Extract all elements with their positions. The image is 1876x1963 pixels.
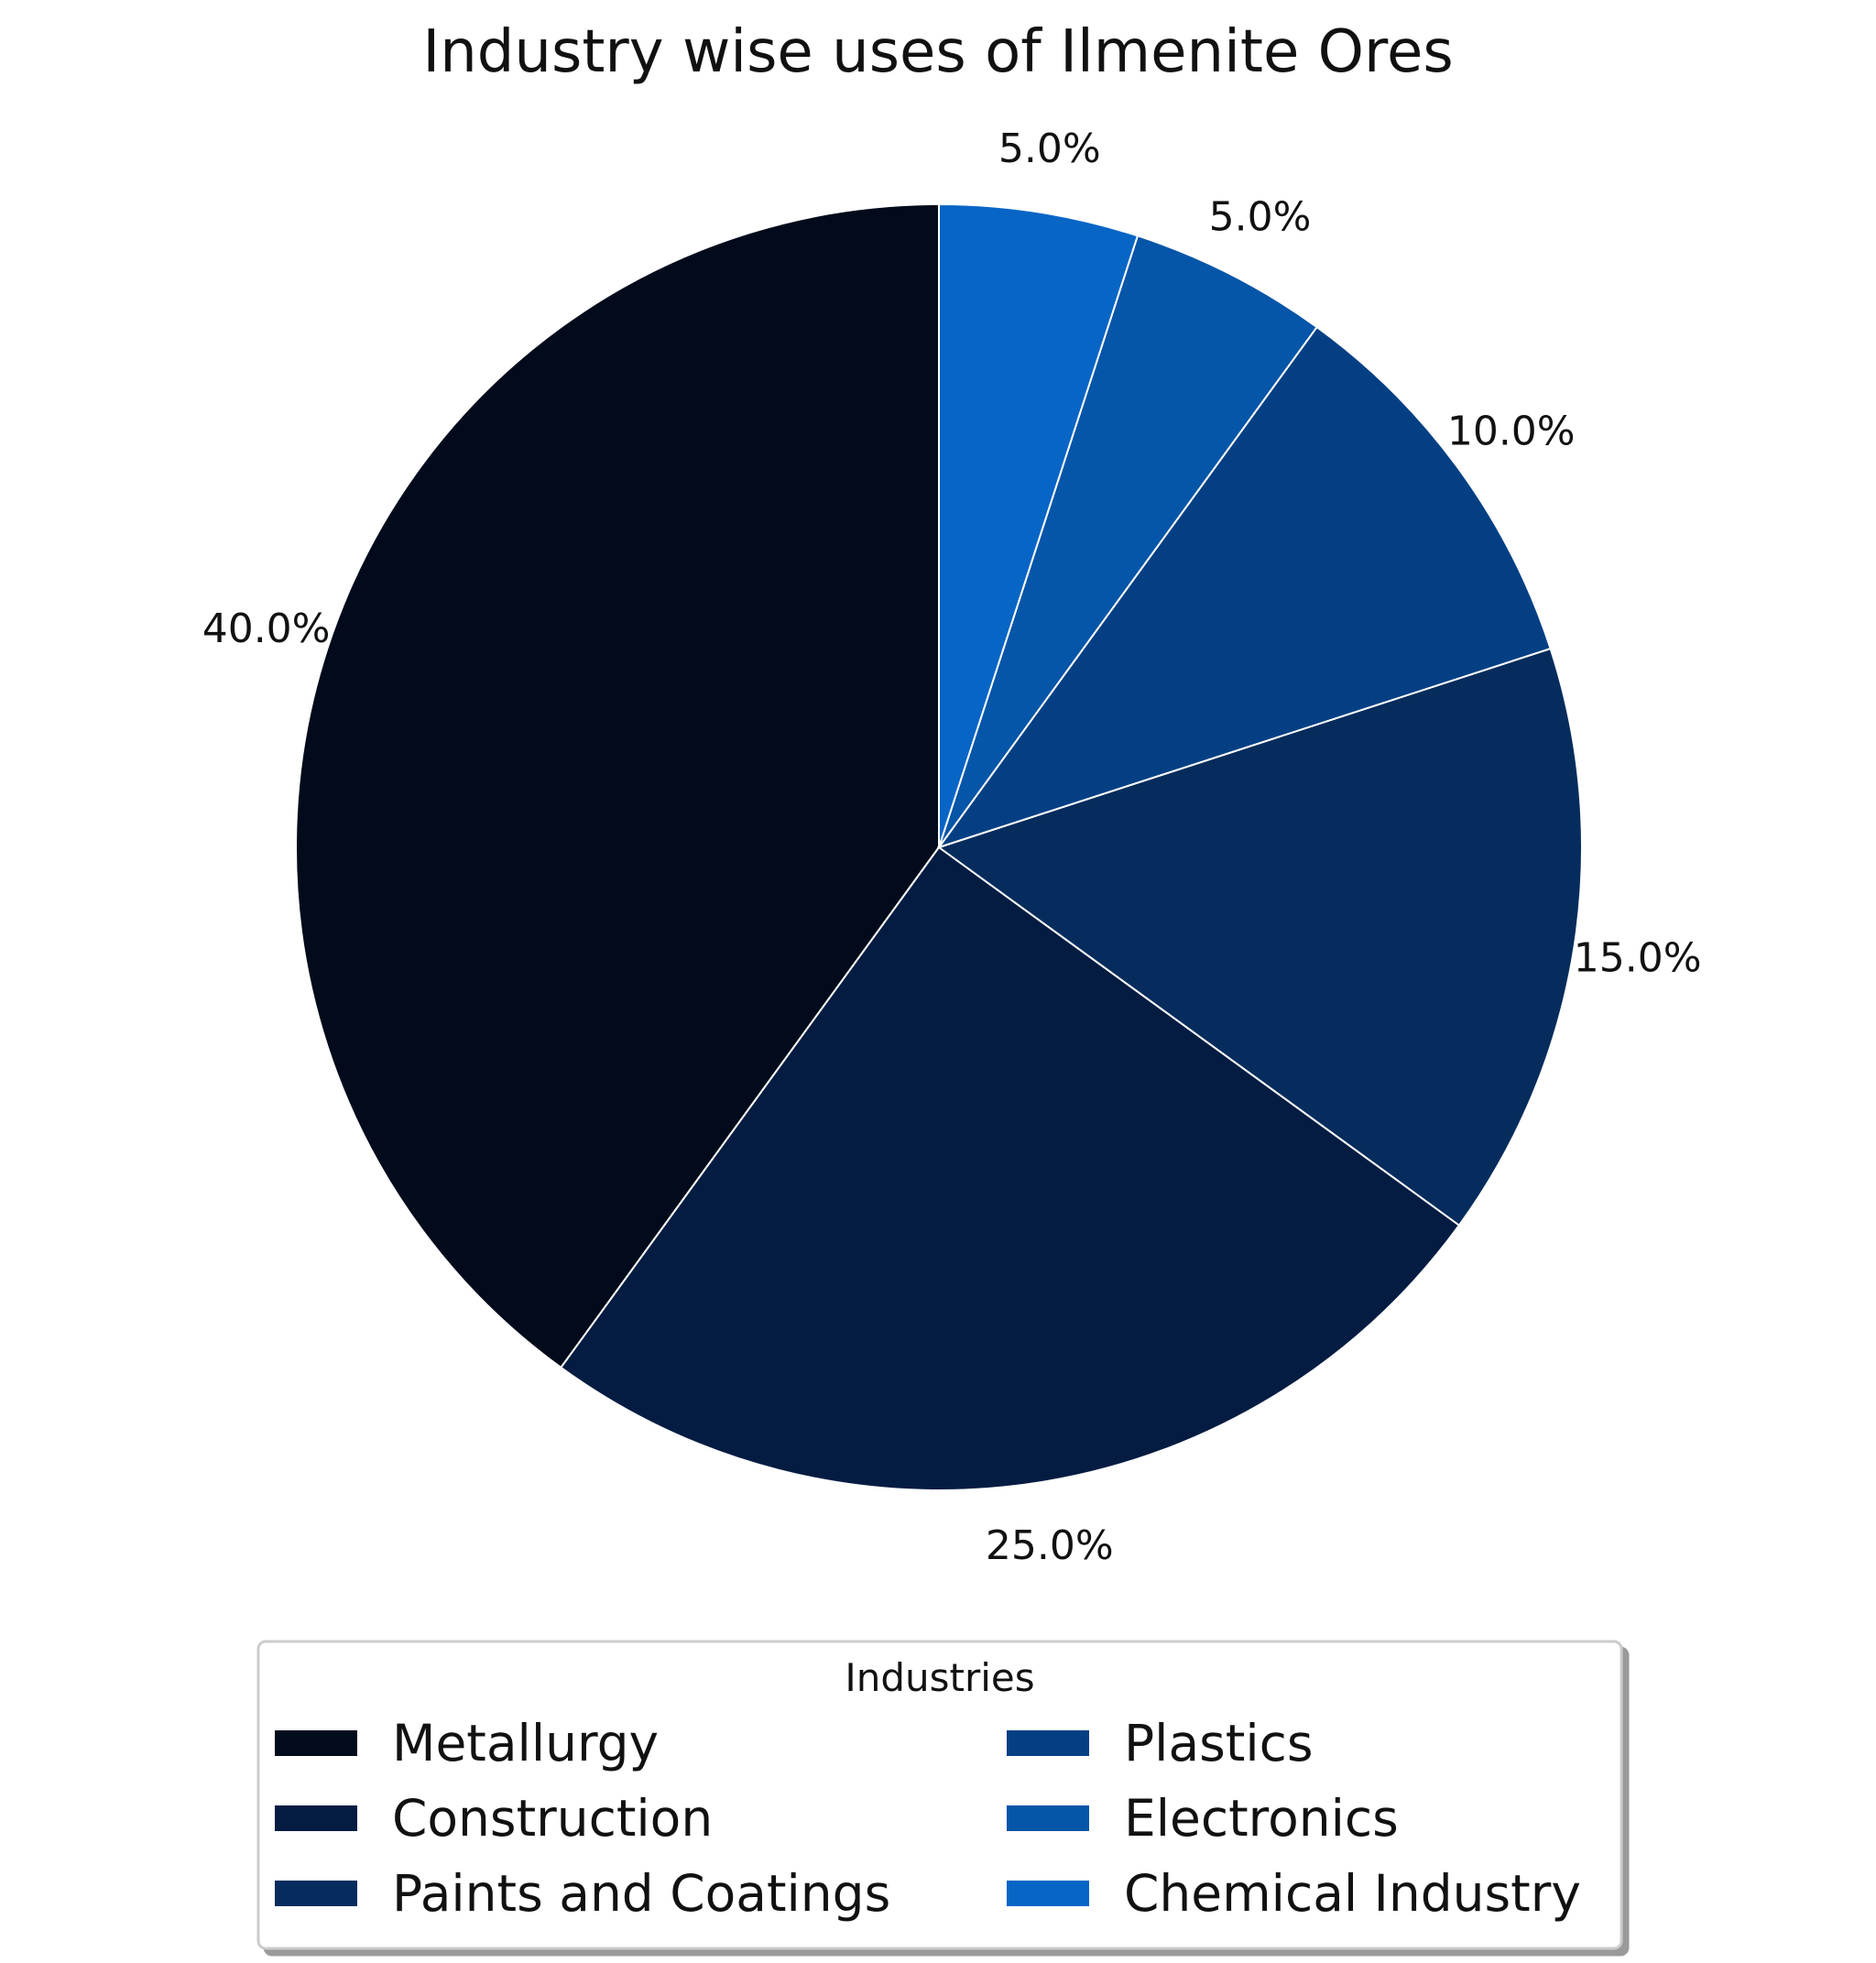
pie-slice-metallurgy (295, 202, 940, 1369)
legend-swatch-construction (275, 1805, 357, 1831)
pie-slice-construction (559, 845, 1461, 1492)
pie-slice-paints-and-coatings (936, 647, 1583, 1227)
legend-item-plastics: Plastics (1007, 1714, 1314, 1772)
slice-label-metallurgy: 40.0% (202, 605, 331, 652)
legend-items: Metallurgy Construction Paints and Coating… (275, 1714, 1581, 1923)
pie-slice-electronics (938, 234, 1319, 848)
slice-label-electronics: 5.0% (1209, 193, 1312, 240)
legend-item-construction: Construction (275, 1789, 713, 1848)
legend-label-construction: Construction (392, 1789, 713, 1848)
legend-label-plastics: Plastics (1124, 1714, 1314, 1772)
chart-title: Industry wise uses of Ilmenite Ores (422, 18, 1453, 86)
legend-box (256, 1640, 1623, 1950)
legend-label-metallurgy: Metallurgy (392, 1714, 659, 1772)
legend-item-paints-and-coatings: Paints and Coatings (275, 1864, 890, 1923)
legend-swatch-plastics (1007, 1730, 1089, 1756)
legend-item-electronics: Electronics (1007, 1789, 1399, 1848)
slice-label-construction: 25.0% (986, 1522, 1114, 1569)
legend-title: Industries (845, 1655, 1034, 1700)
legend-label-electronics: Electronics (1124, 1789, 1399, 1848)
slice-labels: 40.0% 25.0% 15.0% 10.0% 5.0% 5.0% (202, 125, 1702, 1569)
slice-label-chemical-industry: 5.0% (998, 125, 1101, 172)
legend: Industries Metallurgy Construction Paints … (256, 1640, 1623, 1950)
pie-slice-plastics (936, 325, 1552, 849)
legend-label-chemical-industry: Chemical Industry (1124, 1864, 1581, 1923)
slice-label-plastics: 10.0% (1447, 409, 1576, 455)
legend-swatch-chemical-industry (1007, 1881, 1089, 1906)
legend-item-chemical-industry: Chemical Industry (1007, 1864, 1581, 1923)
pie-slice-chemical-industry (938, 202, 1140, 848)
pie-slices (295, 202, 1583, 1492)
slice-label-paints-and-coatings: 15.0% (1574, 934, 1702, 981)
legend-swatch-paints-and-coatings (275, 1881, 357, 1906)
legend-item-metallurgy: Metallurgy (275, 1714, 659, 1772)
legend-swatch-metallurgy (275, 1730, 357, 1756)
legend-label-paints-and-coatings: Paints and Coatings (392, 1864, 890, 1923)
legend-swatch-electronics (1007, 1805, 1089, 1831)
